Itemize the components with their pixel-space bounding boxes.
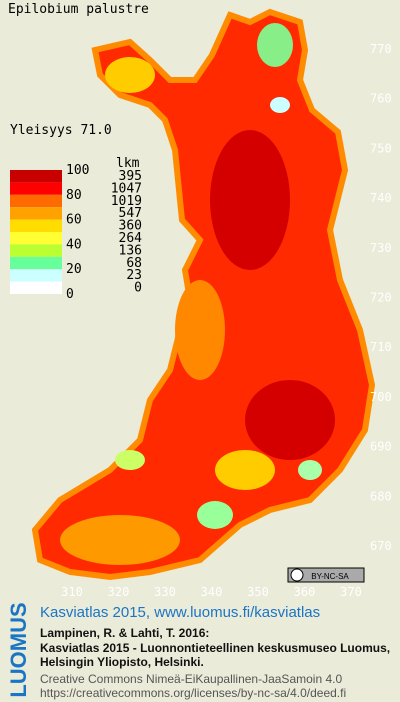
legend-scale-label: 0 [66,287,74,302]
badge-box [287,567,365,583]
license[interactable]: https://creativecommons.org/licenses/by-… [40,686,346,700]
map-area [298,460,322,480]
map-area [215,450,275,490]
finland-map [31,8,376,581]
citation: Helsingin Yliopisto, Helsinki. [40,655,204,669]
legend-swatch [10,194,62,208]
citation: Lampinen, R. & Lahti, T. 2016: [40,626,209,640]
y-grid-label: 680 [370,489,392,503]
y-grid-label: 770 [370,42,392,56]
cc-icon [290,568,304,582]
count-heading: lkm [116,156,140,171]
legend-swatch [10,232,62,245]
license-badge: BY-NC-SA [287,567,365,583]
map-area [115,450,145,470]
x-grid-label: 330 [154,585,176,599]
map-area [245,380,335,460]
map-area [60,515,180,565]
legend-count: 360 [119,219,142,234]
legend-scale-label: 20 [66,262,82,277]
legend-swatch [10,244,62,257]
legend-count: 547 [119,206,142,221]
legend-count: 1019 [111,194,142,209]
species-title: Epilobium palustre [8,2,149,17]
legend-count: 1047 [111,181,142,196]
y-grid-label: 720 [370,291,392,305]
legend-swatch [10,170,62,183]
x-grid-label: 350 [247,585,269,599]
legend-swatch [10,219,62,232]
legend-scale-label: 80 [66,188,82,203]
y-grid-label: 750 [370,141,392,155]
logo: LUOMUS [6,602,31,697]
legend-swatch [10,182,62,195]
map-area [270,97,290,113]
x-grid-label: 360 [294,585,316,599]
legend-swatch [10,256,62,270]
map-area [210,130,290,270]
legend-scale-label: 60 [66,213,82,228]
x-grid-label: 310 [61,585,83,599]
legend-count: 0 [134,281,142,296]
y-grid-label: 730 [370,241,392,255]
y-grid-label: 700 [370,390,392,404]
badge-text: BY-NC-SA [311,572,349,581]
map-area [105,57,155,93]
y-grid-label: 710 [370,340,392,354]
y-grid-label: 690 [370,440,392,454]
legend-swatch [10,281,62,294]
y-grid-label: 670 [370,539,392,553]
link[interactable]: Kasviatlas 2015, www.luomus.fi/kasviatla… [40,604,320,621]
legend-count: 264 [119,231,143,246]
legend-scale-label: 100 [66,163,89,178]
y-grid-label: 760 [370,92,392,106]
legend-swatch [10,269,62,282]
map-area [197,501,233,529]
legend-swatch [10,207,62,220]
license: Creative Commons Nimeä-EiKaupallinen-Jaa… [40,672,342,686]
legend-count: 23 [126,268,142,283]
citation: Kasviatlas 2015 - Luonnontieteellinen ke… [40,641,390,655]
legend-scale-label: 40 [66,237,82,252]
frequency: Yleisyys 71.0 [10,123,112,138]
x-grid-label: 320 [108,585,130,599]
x-grid-label: 370 [340,585,362,599]
map-area [175,280,225,380]
x-grid-label: 340 [201,585,223,599]
y-grid-label: 740 [370,191,392,205]
map-area [257,23,293,67]
legend-count: 395 [119,169,142,184]
legend-count: 136 [119,243,142,258]
legend-count: 68 [126,256,142,271]
